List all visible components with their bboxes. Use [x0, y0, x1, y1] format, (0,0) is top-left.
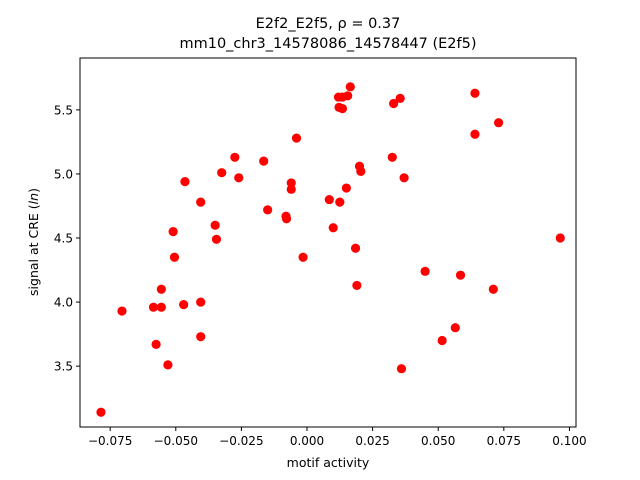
- data-point: [286, 178, 296, 188]
- data-point: [356, 166, 366, 176]
- data-point: [148, 302, 159, 312]
- x-tick-label: 0.025: [355, 434, 389, 448]
- data-point: [156, 302, 166, 312]
- data-point: [210, 220, 220, 230]
- plot-frame: [79, 57, 577, 428]
- data-point: [470, 88, 480, 98]
- data-point: [337, 104, 348, 114]
- x-axis-ticks: −0.075 −0.050 −0.025 0.000 0.025 0.050 0.075 0.…: [88, 427, 587, 448]
- y-tick-label: 5.0: [54, 167, 73, 181]
- y-tick-label: 5.5: [54, 103, 73, 117]
- data-point: [298, 252, 308, 262]
- y-tick-label: 3.5: [54, 360, 73, 374]
- x-tick-label: 0.075: [487, 434, 521, 448]
- x-tick-label: −0.050: [154, 434, 198, 448]
- data-point: [117, 306, 127, 316]
- data-point: [387, 152, 397, 162]
- data-point: [286, 184, 296, 194]
- y-axis-label: signal at CRE (ln): [26, 188, 41, 296]
- data-point: [96, 407, 106, 417]
- data-point: [343, 91, 353, 101]
- data-point: [395, 93, 405, 103]
- data-point: [180, 177, 190, 187]
- data-point: [163, 360, 173, 370]
- data-point: [450, 323, 460, 333]
- data-point: [420, 266, 430, 276]
- data-point: [341, 183, 351, 193]
- data-points: [96, 82, 565, 417]
- data-point: [396, 364, 407, 374]
- data-point: [493, 118, 504, 128]
- data-point: [281, 214, 292, 224]
- x-tick-label: 0.000: [290, 434, 324, 448]
- data-point: [399, 173, 409, 183]
- x-axis-label: motif activity: [287, 455, 370, 470]
- data-point: [234, 173, 244, 183]
- data-point: [151, 339, 161, 349]
- y-tick-label: 4.0: [54, 296, 73, 310]
- data-point: [437, 335, 447, 346]
- data-point: [230, 152, 240, 162]
- data-point: [196, 297, 206, 307]
- y-tick-label: 4.5: [54, 232, 73, 246]
- data-point: [168, 227, 178, 237]
- data-point: [179, 300, 189, 310]
- chart-title-line-1: E2f2_E2f5, ρ = 0.37: [256, 16, 401, 32]
- data-point: [389, 98, 399, 109]
- y-axis-ticks: 3.5 4.0 4.5 5.0 5.5: [54, 103, 80, 374]
- data-point: [328, 223, 338, 233]
- data-point: [470, 129, 480, 139]
- data-point: [196, 197, 206, 207]
- data-point: [555, 233, 565, 243]
- data-point: [169, 252, 180, 262]
- data-point: [350, 243, 361, 253]
- data-point: [335, 197, 345, 207]
- x-tick-label: −0.075: [88, 434, 132, 448]
- data-point: [291, 133, 302, 143]
- x-tick-label: −0.025: [219, 434, 263, 448]
- data-point: [211, 234, 222, 244]
- x-tick-label: 0.050: [421, 434, 455, 448]
- data-point: [352, 280, 362, 291]
- data-point: [259, 156, 269, 166]
- data-point: [324, 194, 334, 205]
- chart-title-line-2: mm10_chr3_14578086_14578447 (E2f5): [179, 36, 476, 52]
- data-point: [455, 270, 466, 280]
- data-point: [156, 284, 166, 294]
- x-tick-label: 0.100: [552, 434, 586, 448]
- data-point: [488, 284, 498, 294]
- data-point: [196, 332, 206, 342]
- data-point: [217, 168, 227, 178]
- data-point: [345, 82, 355, 92]
- data-point: [263, 205, 273, 215]
